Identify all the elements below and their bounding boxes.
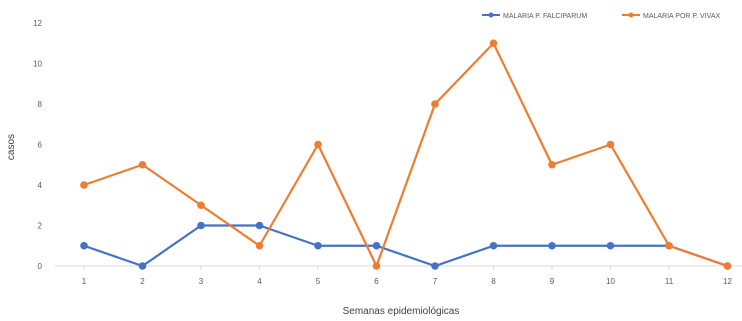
x-axis-ticks: 1 2 3 4 5 6 7 8 9 10 11 12 (82, 266, 732, 286)
x-tick-label: 1 (82, 277, 87, 286)
series-vivax (80, 39, 732, 270)
data-point-vivax (138, 160, 147, 169)
x-tick-label: 3 (199, 277, 204, 286)
x-tick-label: 10 (606, 277, 615, 286)
data-point-falciparum (255, 221, 264, 230)
data-point-vivax (80, 181, 88, 189)
x-tick-label: 6 (374, 277, 379, 286)
legend-item-vivax: MALARIA POR P. VIVAX (622, 12, 720, 20)
legend-label-falciparum: MALARIA P. FALCIPARUM (503, 13, 587, 20)
x-tick-label: 11 (665, 277, 674, 286)
x-tick-label: 4 (257, 277, 262, 286)
y-tick-label: 2 (38, 222, 43, 231)
data-point-vivax (431, 100, 439, 108)
legend: MALARIA P. FALCIPARUM MALARIA POR P. VIV… (482, 12, 720, 20)
data-point-falciparum (197, 221, 205, 230)
series-falciparum (80, 221, 732, 270)
x-tick-label: 8 (491, 277, 496, 286)
data-point-vivax (489, 39, 498, 48)
data-point-falciparum (548, 241, 556, 250)
data-point-falciparum (606, 241, 615, 250)
data-point-falciparum (314, 241, 322, 250)
y-tick-label: 6 (38, 141, 43, 150)
data-point-falciparum (80, 241, 88, 250)
x-tick-label: 7 (433, 277, 438, 286)
data-point-vivax (548, 160, 556, 169)
data-point-vivax (723, 262, 732, 270)
series-line-vivax (83, 42, 728, 268)
data-point-vivax (255, 241, 264, 250)
series-layer (80, 39, 732, 270)
legend-label-vivax: MALARIA POR P. VIVAX (643, 13, 720, 20)
y-tick-label: 12 (33, 19, 42, 28)
x-tick-label: 9 (550, 277, 555, 286)
y-tick-label: 0 (38, 262, 43, 271)
legend-marker-vivax (628, 12, 634, 18)
x-tick-label: 2 (140, 277, 145, 286)
y-axis-ticks: 0 2 4 6 8 10 12 (33, 19, 42, 271)
y-tick-label: 8 (38, 100, 43, 109)
data-point-vivax (314, 140, 322, 149)
legend-item-falciparum: MALARIA P. FALCIPARUM (482, 12, 587, 20)
data-point-vivax (197, 201, 205, 210)
data-point-falciparum (489, 241, 498, 250)
y-tick-label: 10 (33, 60, 42, 69)
data-point-falciparum (372, 241, 381, 250)
x-tick-label: 12 (723, 277, 732, 286)
data-point-falciparum (138, 262, 147, 270)
y-tick-label: 4 (38, 181, 43, 190)
data-point-vivax (372, 262, 381, 270)
data-point-vivax (606, 140, 615, 149)
legend-marker-falciparum (488, 12, 494, 18)
data-point-vivax (665, 241, 673, 250)
x-axis-title: Semanas epidemiológicas (343, 306, 460, 317)
series-line-falciparum (83, 224, 728, 268)
x-tick-label: 5 (316, 277, 321, 286)
y-axis-title: casos (6, 134, 17, 160)
data-point-falciparum (431, 262, 439, 270)
